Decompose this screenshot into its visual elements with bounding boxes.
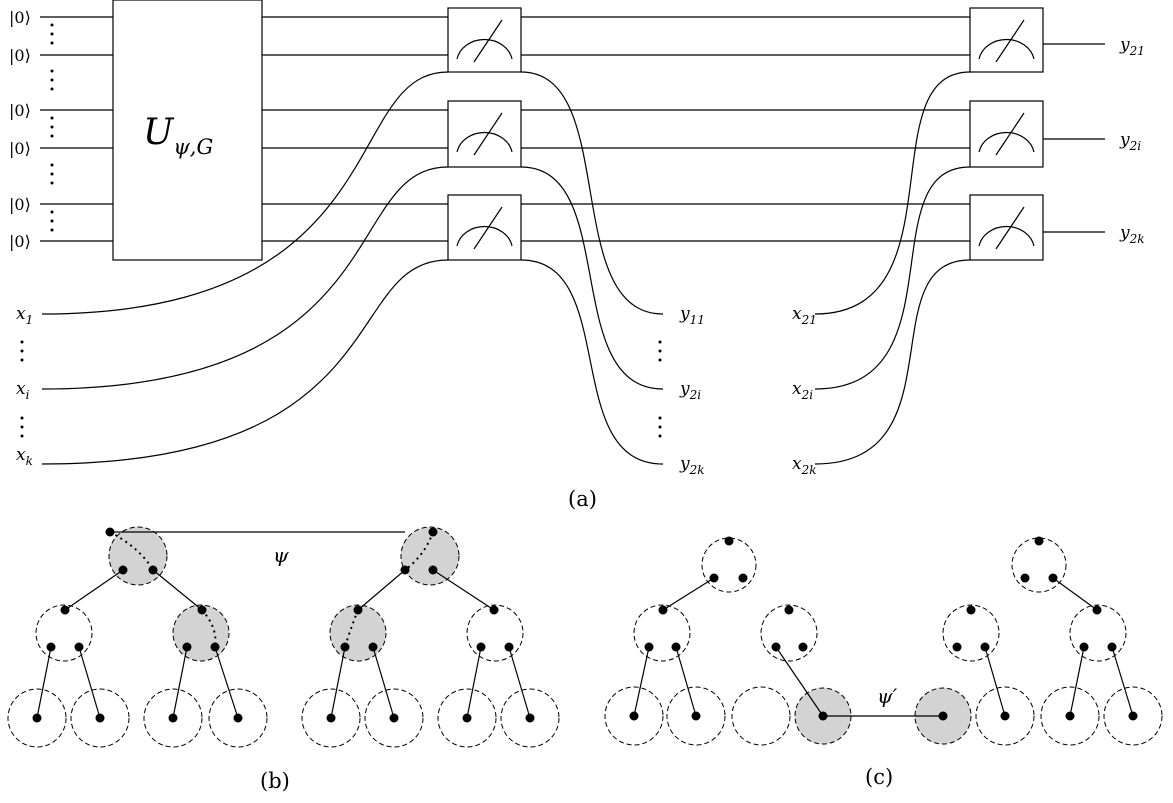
x2i-label: x2i (792, 379, 813, 402)
tree-c-edges (633, 577, 1134, 717)
tree-figure-c: ψ′ (c) (604, 536, 1163, 789)
tree-c-vertices (629, 536, 1138, 721)
circuit-diagram: |0⟩ |0⟩ |0⟩ |0⟩ |0⟩ |0⟩ Uψ,G (9, 0, 1145, 511)
unitary-symbol: U (143, 112, 175, 153)
measurement-gate (447, 100, 522, 168)
caption-b: (b) (260, 769, 290, 793)
measurement-gate (969, 7, 1044, 73)
output-wires (1043, 43, 1105, 233)
tree-b-vertices (32, 527, 535, 723)
input-wires-x (41, 71, 449, 465)
measurement-column-1 (447, 7, 522, 261)
psi-label: ψ (273, 543, 289, 567)
xk-label: xk (16, 445, 33, 468)
psi-prime-label: ψ′ (877, 684, 898, 708)
ellipsis-dots (20, 23, 662, 438)
ket-label: |0⟩ (9, 139, 31, 158)
qubit-wires-main (262, 16, 970, 242)
x2k-label: x2k (792, 454, 817, 477)
y11-label: y11 (679, 304, 705, 327)
svg-text:Uψ,G: Uψ,G (143, 112, 213, 159)
x21-label: x21 (792, 304, 817, 327)
measurement-gate (969, 194, 1044, 261)
measurement-gate (969, 100, 1044, 168)
y2k-mid-label: y2k (679, 454, 705, 477)
qubit-wires-left (40, 16, 113, 242)
tree-figure-b: ψ (b) (7, 526, 560, 793)
y2k-right-label: y2k (1119, 223, 1145, 246)
tree-b-nodes (7, 526, 560, 748)
measurement-gate (447, 7, 522, 73)
ket-label: |0⟩ (9, 8, 31, 27)
xi-label: xi (16, 379, 30, 402)
y2i-label: y2i (1119, 130, 1141, 153)
caption-c: (c) (865, 765, 893, 789)
ket-label: |0⟩ (9, 195, 31, 214)
tree-c-nodes (604, 537, 1163, 746)
unitary-subscript: ψ,G (173, 135, 213, 159)
output-wires-y (520, 71, 664, 465)
measurement-column-2 (969, 7, 1044, 261)
ket-labels: |0⟩ |0⟩ |0⟩ |0⟩ |0⟩ |0⟩ (9, 8, 31, 251)
ket-label: |0⟩ (9, 101, 31, 120)
input-wires-x2 (814, 71, 971, 465)
x1-label: x1 (16, 304, 33, 327)
ket-label: |0⟩ (9, 232, 31, 251)
y21-label: y21 (1119, 35, 1145, 58)
unitary-gate: Uψ,G (112, 0, 263, 261)
y2i-mid-label: y2i (679, 379, 701, 402)
measurement-gate (447, 194, 522, 261)
caption-a: (a) (568, 487, 597, 511)
ket-label: |0⟩ (9, 46, 31, 65)
